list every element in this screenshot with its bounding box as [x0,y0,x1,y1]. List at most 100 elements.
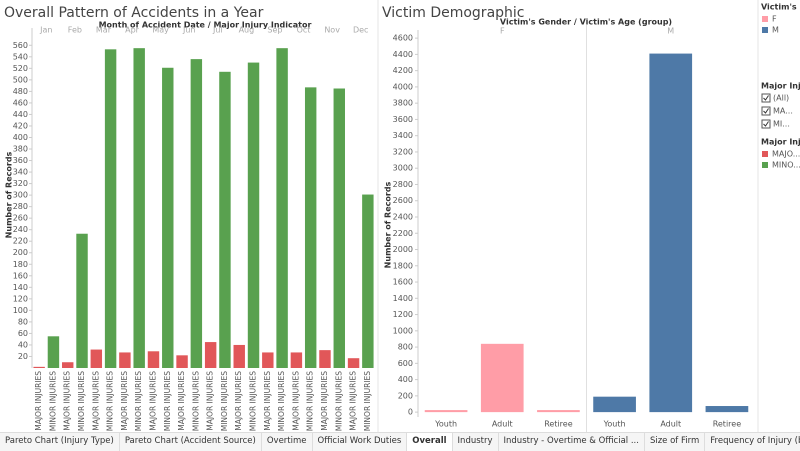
x-axis-title: Month of Accident Date / Major Injury In… [99,21,312,30]
bar [593,396,636,413]
y-axis-title: Number of Records [384,181,393,268]
y-tick-label: 40 [18,340,28,349]
check-mark [763,95,769,101]
bar [162,67,174,369]
tab[interactable]: Industry - Overtime & Official ... [499,433,645,451]
y-tick-label: 340 [13,168,28,177]
legend-swatch [762,162,768,168]
tab[interactable]: Pareto Chart (Injury Type) [0,433,120,451]
y-tick-label: 140 [13,283,28,292]
filter-checkbox[interactable] [761,119,771,129]
bar [247,62,260,369]
bar [304,87,317,369]
y-tick-label: 800 [398,343,413,352]
filter-checkbox[interactable] [761,93,771,103]
bar [290,352,303,368]
y-tick-label: 200 [398,391,413,400]
bar-label: MINOR INJURIES [277,371,286,431]
bar-label: MAJOR INJURIES [120,371,129,431]
bar [480,343,524,413]
x-tick-label: Adult [660,420,681,429]
x-tick-label: Retiree [713,420,742,429]
x-tick-label: Jan [39,26,52,35]
y-tick-label: 160 [13,271,28,280]
y-tick-label: 600 [398,359,413,368]
bar-label: MINOR INJURIES [249,371,258,431]
x-tick-label: Dec [353,26,368,35]
y-tick-label: 420 [13,121,28,130]
y-tick-label: 3200 [393,147,413,156]
y-tick-label: 4600 [393,34,413,43]
x-tick-label: Aug [239,26,255,35]
bar [705,406,749,413]
y-tick-label: 4200 [393,66,413,75]
y-tick-label: 3400 [393,131,413,140]
bar [347,358,360,368]
bar [219,71,231,369]
filter-label[interactable]: (All) [773,94,789,103]
y-tick-label: 300 [13,191,28,200]
bar-label: MAJOR INJURIES [34,371,43,431]
tab[interactable]: Industry [453,433,499,451]
bar [537,410,580,413]
y-tick-label: 400 [398,375,413,384]
x-tick-label: Retiree [544,420,573,429]
y-tick-label: 480 [13,87,28,96]
x-tick-label: Jul [212,26,223,35]
x-tick-label: Oct [297,26,311,35]
x-tick-label: Apr [125,26,140,35]
filter-label[interactable]: MI... [773,120,790,129]
y-tick-label: 0 [408,408,413,417]
bar [76,233,88,368]
x-tick-label: Jun [182,26,196,35]
bar-label: MAJOR INJURIES [91,371,100,431]
bar-label: MAJOR INJURIES [234,371,243,431]
y-tick-label: 2200 [393,229,413,238]
y-tick-label: 3000 [393,164,413,173]
bar-label: MAJOR INJURIES [320,371,329,431]
bar-label: MINOR INJURIES [220,371,229,431]
bar-label: MAJOR INJURIES [148,371,157,431]
tab[interactable]: Frequency of Injury (by Emplo... [705,433,800,451]
legend-swatch [762,27,768,33]
bar [147,351,160,368]
bar [119,352,131,368]
x-tick-label: Youth [603,420,626,429]
y-tick-label: 460 [13,98,28,107]
x-tick-label: Mar [96,26,112,35]
x-tick-label: Nov [324,26,340,35]
tab[interactable]: Size of Firm [645,433,706,451]
chart-title: Overall Pattern of Accidents in a Year [4,5,264,21]
y-tick-label: 120 [13,294,28,303]
bar [104,49,117,369]
y-tick-label: 4400 [393,50,413,59]
y-tick-label: 1600 [393,278,413,287]
bar [33,366,45,368]
bar-label: MAJOR INJURIES [263,371,272,431]
y-tick-label: 220 [13,237,28,246]
legend-title: Major Inj.. [761,138,800,147]
y-axis-title: Number of Records [5,151,14,238]
y-tick-label: 360 [13,156,28,165]
tab[interactable]: Overtime [262,433,313,451]
y-tick-label: 320 [13,179,28,188]
legend-label: F [772,15,777,24]
panel-label: F [500,27,505,36]
bar [190,59,203,368]
tab[interactable]: Overall [407,433,453,451]
tab[interactable]: Official Work Duties [313,433,408,451]
bar [362,194,374,368]
y-tick-label: 1000 [393,326,413,335]
filter-checkbox[interactable] [761,106,771,116]
bar [204,342,217,368]
bar [47,336,60,368]
bar-label: MINOR INJURIES [363,371,372,431]
bar [262,352,274,368]
bar-label: MINOR INJURIES [191,371,200,431]
filter-label[interactable]: MA... [773,107,793,116]
bar [649,53,693,413]
check-mark [763,108,769,114]
tab[interactable]: Pareto Chart (Accident Source) [120,433,262,451]
chart-title: Victim Demographic [382,5,525,21]
